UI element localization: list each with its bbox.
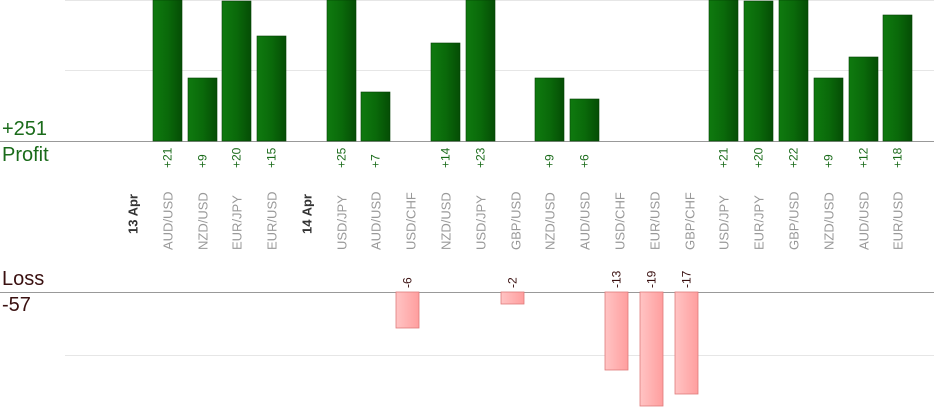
pair-label: AUD/USD: [578, 191, 593, 250]
profit-value-label: +20: [752, 147, 766, 168]
loss-value-label: -13: [610, 270, 624, 288]
pair-label: EUR/JPY: [752, 195, 767, 250]
profit-bar: [465, 0, 496, 142]
profit-value-label: +21: [717, 147, 731, 168]
profit-value-label: +9: [543, 154, 557, 168]
pair-label: USD/CHF: [404, 192, 419, 250]
profit-bar: [708, 0, 739, 142]
profit-value-label: +20: [230, 147, 244, 168]
profit-value-label: +6: [578, 154, 592, 168]
pair-label: EUR/USD: [891, 191, 906, 250]
profit-value-label: +22: [787, 147, 801, 168]
profit-bar: [882, 14, 913, 142]
profit-bar: [360, 91, 391, 142]
loss-value-label: -17: [680, 270, 694, 288]
profit-bar: [743, 0, 774, 142]
loss-value-label: -19: [645, 270, 659, 288]
pair-label: USD/JPY: [335, 195, 350, 250]
pair-label: AUD/USD: [857, 191, 872, 250]
loss-bar: [639, 291, 664, 407]
profit-value-label: +25: [335, 147, 349, 168]
pair-label: AUD/USD: [161, 191, 176, 250]
profit-bar: [430, 42, 461, 142]
profit-bar: [848, 56, 879, 142]
loss-bar: [395, 291, 420, 329]
profit-value-label: +14: [439, 147, 453, 168]
profit-bar: [569, 98, 600, 142]
pair-label: GBP/USD: [787, 191, 802, 250]
profit-value-label: +23: [474, 147, 488, 168]
pair-label: NZD/USD: [196, 192, 211, 250]
pair-label: USD/CHF: [613, 192, 628, 250]
date-label: 14 Apr: [299, 194, 314, 234]
loss-bar: [674, 291, 699, 395]
profit-bar: [813, 77, 844, 142]
loss-value-label: -2: [506, 277, 520, 288]
pair-label: NZD/USD: [822, 192, 837, 250]
profit-value-label: +12: [857, 147, 871, 168]
loss-label: Loss: [2, 268, 45, 290]
profit-bar: [152, 0, 183, 142]
profit-value-label: +9: [822, 154, 836, 168]
profit-bar: [326, 0, 357, 142]
profit-value-label: +21: [161, 147, 175, 168]
loss-total: -57: [2, 294, 31, 316]
loss-value-label: -6: [401, 277, 415, 288]
pair-label: NZD/USD: [439, 192, 454, 250]
pair-label: EUR/JPY: [230, 195, 245, 250]
profit-value-label: +9: [196, 154, 210, 168]
pair-label: EUR/USD: [648, 191, 663, 250]
profit-value-label: +15: [265, 147, 279, 168]
profit-bar: [778, 0, 809, 142]
profit-bar: [534, 77, 565, 142]
profit-value-label: +7: [369, 154, 383, 168]
pair-label: NZD/USD: [543, 192, 558, 250]
pair-label: USD/JPY: [474, 195, 489, 250]
pair-label: AUD/USD: [369, 191, 384, 250]
date-label: 13 Apr: [125, 194, 140, 234]
profit-value-label: +18: [891, 147, 905, 168]
profit-total: +251: [2, 118, 48, 140]
loss-bar: [604, 291, 629, 371]
pair-label: USD/JPY: [717, 195, 732, 250]
profit-bar: [187, 77, 218, 142]
pair-label: GBP/CHF: [683, 192, 698, 250]
profit-label: Profit: [2, 144, 49, 166]
profit-bar: [221, 0, 252, 142]
pair-label: GBP/USD: [509, 191, 524, 250]
loss-bar: [500, 291, 525, 305]
pair-label: EUR/USD: [265, 191, 280, 250]
profit-bar: [256, 35, 287, 142]
